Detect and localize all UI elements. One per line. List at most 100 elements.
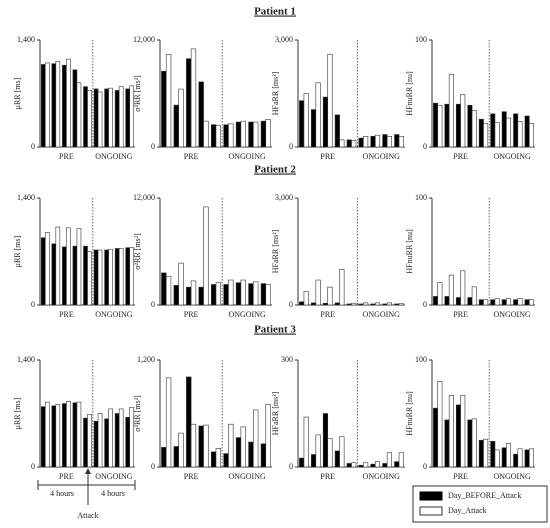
bar bbox=[490, 441, 496, 468]
bar bbox=[339, 269, 345, 306]
y-axis-label: HFnuRR [nu] bbox=[405, 391, 414, 436]
bar bbox=[87, 413, 92, 468]
bar bbox=[524, 299, 530, 306]
y-axis-label: σ²RR [ms²] bbox=[133, 395, 142, 432]
bar bbox=[118, 408, 124, 468]
y-tick-label: 3,000 bbox=[275, 193, 293, 202]
bar bbox=[83, 86, 88, 148]
bar bbox=[51, 243, 57, 306]
bar bbox=[223, 124, 229, 148]
bar bbox=[87, 90, 92, 148]
group-label: ONGOING bbox=[363, 472, 401, 481]
row-title: Patient 2 bbox=[254, 164, 296, 176]
bar bbox=[506, 443, 512, 468]
bar bbox=[398, 452, 404, 468]
bar bbox=[223, 284, 229, 306]
bar bbox=[358, 464, 364, 468]
bar bbox=[210, 284, 217, 306]
bar bbox=[339, 436, 345, 468]
bar bbox=[386, 452, 392, 468]
bar bbox=[190, 48, 197, 148]
bar bbox=[448, 73, 454, 148]
bar bbox=[501, 111, 507, 148]
bar bbox=[76, 228, 82, 306]
bar bbox=[501, 299, 507, 306]
bar bbox=[44, 62, 50, 148]
bar bbox=[235, 437, 242, 468]
y-axis-label: μRR [ms] bbox=[13, 235, 22, 267]
bar bbox=[165, 276, 172, 306]
group-label: ONGOING bbox=[228, 310, 266, 319]
group-label: PRE bbox=[320, 310, 335, 319]
group-label: ONGOING bbox=[493, 152, 531, 161]
bar bbox=[513, 113, 519, 148]
bar bbox=[524, 449, 530, 468]
y-tick-label: 0 bbox=[423, 462, 427, 471]
bar bbox=[235, 121, 242, 148]
legend-swatch bbox=[419, 491, 443, 501]
group-label: PRE bbox=[59, 310, 74, 319]
y-axis-label: μRR [ms] bbox=[13, 397, 22, 429]
bar bbox=[517, 298, 523, 306]
y-axis-label: σ²RR [ms²] bbox=[133, 75, 142, 112]
bar bbox=[104, 249, 109, 306]
bar bbox=[315, 82, 321, 148]
bar bbox=[315, 434, 321, 468]
y-tick-label: 1,200 bbox=[137, 355, 155, 364]
y-tick-label: 0 bbox=[31, 142, 35, 151]
bar bbox=[72, 245, 78, 306]
y-axis-label: HFaRR [ms²] bbox=[271, 229, 280, 273]
bar bbox=[265, 284, 271, 306]
bar bbox=[455, 404, 461, 468]
bar bbox=[248, 121, 254, 148]
bar bbox=[490, 299, 496, 306]
bar bbox=[240, 120, 246, 148]
y-tick-label: 0 bbox=[289, 300, 293, 309]
bar bbox=[215, 125, 222, 148]
bar bbox=[437, 282, 443, 306]
bar bbox=[165, 377, 172, 468]
group-label: PRE bbox=[59, 472, 74, 481]
bar bbox=[478, 439, 484, 468]
y-axis-label: σ²RR [ms²] bbox=[133, 233, 142, 270]
arrow-head bbox=[85, 468, 91, 474]
bar bbox=[382, 303, 388, 306]
bar bbox=[478, 299, 484, 306]
bar bbox=[198, 425, 204, 468]
group-label: PRE bbox=[184, 152, 199, 161]
group-label: ONGOING bbox=[493, 472, 531, 481]
bar bbox=[327, 53, 333, 148]
bar bbox=[223, 453, 229, 468]
bar bbox=[186, 376, 192, 468]
group-label: ONGOING bbox=[228, 472, 266, 481]
bar bbox=[311, 109, 317, 148]
bar bbox=[374, 461, 381, 468]
y-axis-label: HFnuRR [nu] bbox=[405, 71, 414, 116]
bar bbox=[351, 462, 357, 468]
bar bbox=[190, 280, 197, 306]
bar bbox=[444, 419, 450, 468]
bar bbox=[346, 463, 352, 468]
bar bbox=[66, 58, 71, 148]
y-tick-label: 0 bbox=[289, 462, 293, 471]
bar bbox=[83, 245, 88, 306]
bar bbox=[125, 247, 131, 306]
annotation: 4 hours bbox=[50, 489, 74, 498]
bar bbox=[460, 270, 466, 306]
bar bbox=[303, 416, 309, 468]
bar bbox=[265, 404, 271, 468]
bar bbox=[358, 303, 364, 306]
bar bbox=[370, 136, 376, 148]
bar bbox=[40, 237, 46, 306]
bar bbox=[370, 303, 376, 306]
y-tick-label: 300 bbox=[281, 355, 293, 364]
y-axis-label: HFaRR [ms²] bbox=[271, 71, 280, 115]
bar bbox=[198, 286, 204, 306]
bar bbox=[248, 283, 254, 306]
bar bbox=[483, 299, 489, 306]
group-label: ONGOING bbox=[95, 472, 133, 481]
bar bbox=[370, 463, 376, 468]
y-tick-label: 12,000 bbox=[133, 193, 155, 202]
bar bbox=[299, 100, 305, 148]
